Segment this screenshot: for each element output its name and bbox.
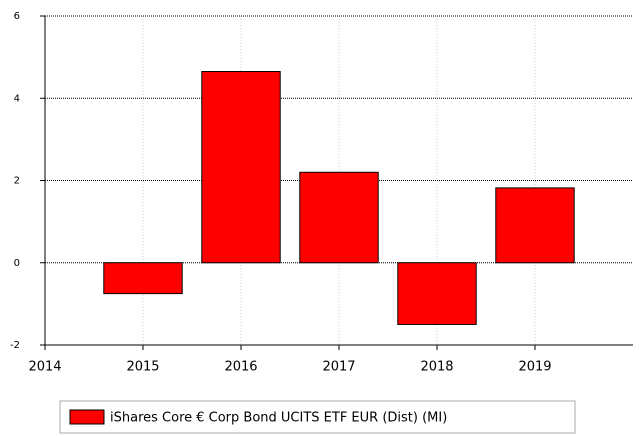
bar bbox=[299, 171, 379, 264]
bar bbox=[495, 187, 575, 264]
x-tick-label: 2017 bbox=[322, 360, 355, 375]
y-tick-label: 2 bbox=[14, 176, 20, 187]
legend-label: iShares Core € Corp Bond UCITS ETF EUR (… bbox=[110, 411, 447, 426]
y-tick-label: 0 bbox=[14, 258, 20, 269]
x-tick-label: 2015 bbox=[126, 360, 159, 375]
y-tick-label: 6 bbox=[14, 11, 20, 22]
y-tick-label: -2 bbox=[10, 340, 20, 351]
x-tick-label: 2019 bbox=[518, 360, 551, 375]
bar bbox=[103, 262, 183, 295]
x-tick-label: 2014 bbox=[28, 360, 61, 375]
y-tick-label: 4 bbox=[14, 93, 20, 104]
bar bbox=[201, 71, 281, 264]
bar bbox=[397, 262, 477, 325]
legend-swatch bbox=[69, 409, 105, 425]
x-tick-label: 2016 bbox=[224, 360, 257, 375]
legend-box bbox=[59, 400, 576, 434]
x-tick-label: 2018 bbox=[420, 360, 453, 375]
